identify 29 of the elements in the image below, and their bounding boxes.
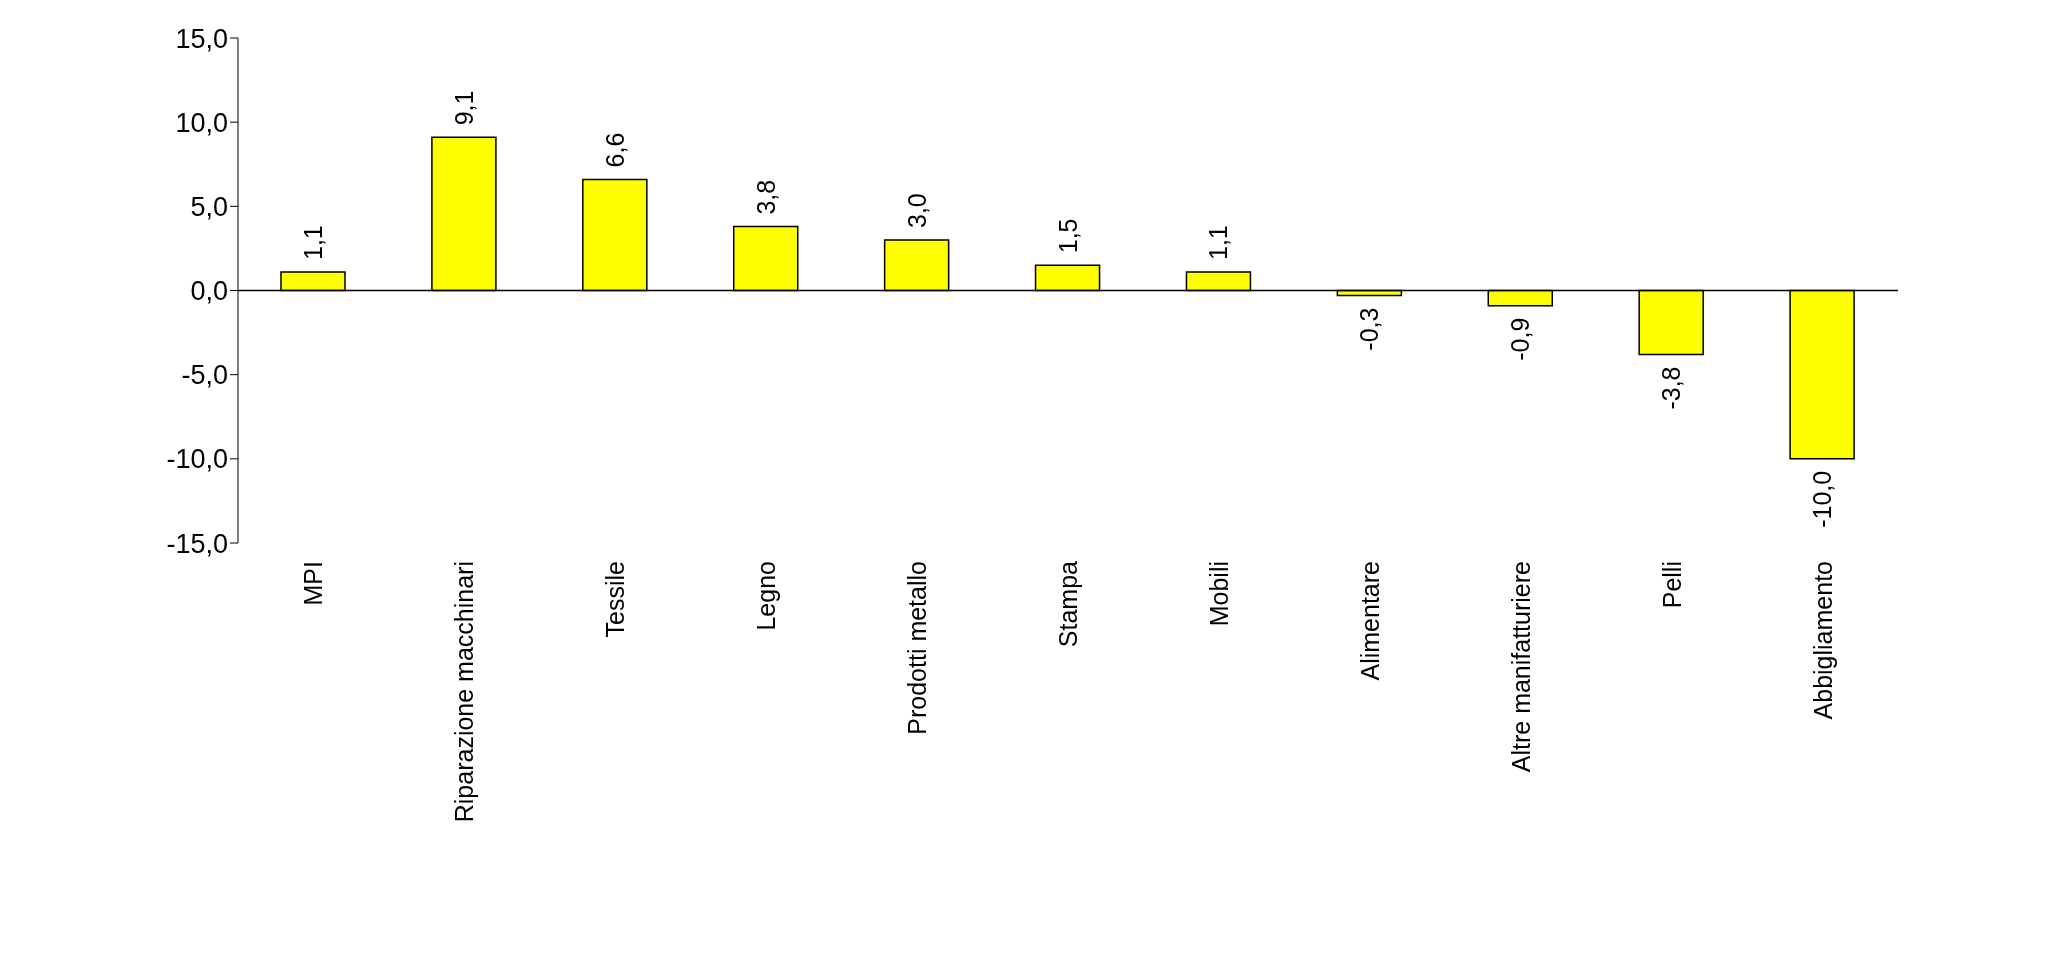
y-tick-label: 15,0 (175, 23, 228, 54)
data-label: 1,1 (299, 225, 327, 260)
data-label: -3,8 (1657, 366, 1686, 410)
data-label: -0,3 (1355, 307, 1384, 351)
y-tick-label: -15,0 (166, 528, 228, 559)
x-tick-label: Tessile (601, 561, 630, 638)
x-tick-label: Legno (752, 561, 781, 631)
data-label: 6,6 (600, 132, 629, 168)
x-tick-label: Altre manifatturiere (1506, 561, 1535, 773)
x-tick-label: Alimentare (1355, 561, 1384, 681)
data-label: 1,1 (1204, 225, 1233, 260)
x-tick-label: MPI (299, 561, 328, 606)
x-tick-label: Pelli (1657, 561, 1686, 609)
x-tick-label: Abbigliamento (1808, 561, 1837, 720)
data-label: 9,1 (449, 90, 478, 126)
x-tick-label: Prodotti metallo (903, 561, 932, 735)
y-tick-label: -10,0 (166, 444, 228, 475)
data-label: 3,0 (902, 193, 931, 228)
y-tick-label: -5,0 (181, 360, 228, 391)
data-label: 1,5 (1053, 218, 1082, 254)
x-tick-label: Mobili (1204, 561, 1233, 627)
y-tick-label: 10,0 (175, 107, 228, 138)
x-tick-label: Stampa (1054, 560, 1082, 648)
data-label: -0,9 (1506, 317, 1535, 361)
y-tick-label: 0,0 (190, 276, 228, 307)
x-tick-label: Riparazione macchinari (450, 561, 479, 823)
y-tick-label: 5,0 (190, 191, 228, 222)
data-label: -10,0 (1808, 470, 1837, 528)
data-label: 3,8 (751, 179, 780, 215)
